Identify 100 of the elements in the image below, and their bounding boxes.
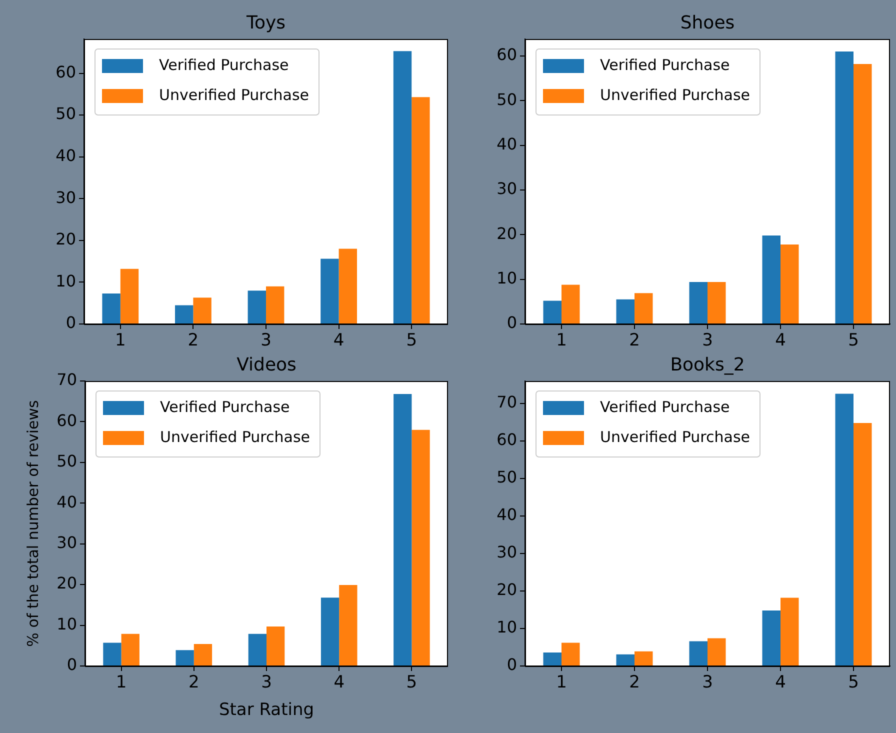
x-tick-label: 1 [556,672,567,693]
x-tick-label: 5 [848,672,859,693]
legend-label: Unverified Purchase [600,428,750,446]
y-tick-label: 60 [496,45,517,64]
y-tick-label: 10 [496,268,517,288]
bar [338,248,357,324]
x-tick-label: 1 [556,330,567,351]
x-tick-label: 2 [629,330,640,351]
legend-label: Verified Purchase [160,398,290,416]
bar [121,634,140,666]
x-tick-label: 4 [775,330,786,351]
legend-label: Unverified Purchase [159,86,310,104]
chart-title: Books_2 [670,354,745,376]
bar [634,293,653,324]
y-tick-label: 40 [56,492,77,512]
bar [339,584,358,666]
bar [780,598,799,666]
y-tick-label: 40 [496,505,517,524]
y-tick-label: 10 [56,271,76,290]
bar [543,652,562,666]
y-tick-label: 60 [56,62,76,82]
y-tick-label: 20 [496,580,517,600]
y-tick-label: 30 [496,179,517,198]
bar [616,299,634,324]
y-tick-label: 10 [496,618,517,637]
bar [780,244,799,324]
y-tick-label: 0 [506,655,517,674]
bar [412,430,430,666]
y-tick-label: 10 [56,614,77,634]
bar [412,97,430,324]
bar [102,293,120,324]
x-tick-label: 5 [848,330,859,351]
legend-label: Verified Purchase [600,398,730,416]
bar [320,598,340,666]
x-tick-label: 5 [406,330,418,351]
y-tick-label: 20 [56,574,77,593]
legend-label: Verified Purchase [600,56,730,74]
y-tick-label: 70 [56,370,77,390]
y-tick-label: 40 [496,134,517,154]
bar [562,284,580,324]
y-tick-label: 70 [496,392,517,412]
bar [835,394,854,666]
y-tick-label: 60 [496,430,517,450]
bar [543,300,562,324]
x-tick-label: 2 [629,672,640,693]
bar [689,282,708,324]
x-tick-label: 3 [260,330,272,351]
chart-title: Videos [236,354,296,376]
bar [120,268,139,324]
bar [854,64,872,324]
legend-label: Unverified Purchase [600,86,750,104]
bar [266,626,285,666]
bar [103,642,122,666]
legend-label: Unverified Purchase [160,428,310,446]
y-tick-label: 0 [506,313,517,332]
y-tick-label: 30 [56,533,77,552]
x-tick-label: 4 [333,330,344,351]
y-tick-label: 30 [56,188,76,207]
bar [320,258,339,324]
x-tick-label: 5 [406,672,418,693]
bar [708,282,726,324]
chart-title: Shoes [680,12,735,34]
y-tick-label: 0 [66,313,76,332]
bar [634,651,653,666]
y-axis-title: % of the total number of reviews [24,400,42,647]
bar [194,644,212,666]
y-tick-label: 60 [56,410,77,430]
bar [175,305,194,324]
y-tick-label: 20 [496,224,517,243]
bar [762,610,780,666]
y-tick-label: 50 [56,104,76,124]
bar [854,423,872,666]
x-tick-label: 2 [188,330,199,351]
x-tick-label: 1 [116,672,127,693]
bar [689,641,708,666]
bar [835,52,854,324]
bar [394,394,412,666]
legend-label: Verified Purchase [159,56,289,74]
y-tick-label: 30 [496,542,517,562]
x-tick-label: 2 [188,672,200,693]
x-axis-title: Star Rating [218,700,314,720]
bar [562,642,580,666]
y-tick-label: 50 [496,468,517,487]
bar [248,290,266,324]
x-tick-label: 4 [775,672,786,693]
y-tick-label: 40 [56,146,76,165]
bar [248,634,266,666]
x-tick-label: 1 [114,330,126,351]
bar [176,650,194,666]
x-tick-label: 3 [261,672,272,693]
y-tick-label: 0 [66,655,77,674]
y-tick-label: 50 [496,90,517,109]
bar [193,298,212,324]
bar [762,236,780,324]
y-tick-label: 50 [56,452,77,471]
bar [266,286,284,324]
bar [616,654,634,666]
x-tick-label: 3 [702,330,713,351]
x-tick-label: 4 [334,672,345,693]
y-tick-label: 20 [56,230,76,249]
